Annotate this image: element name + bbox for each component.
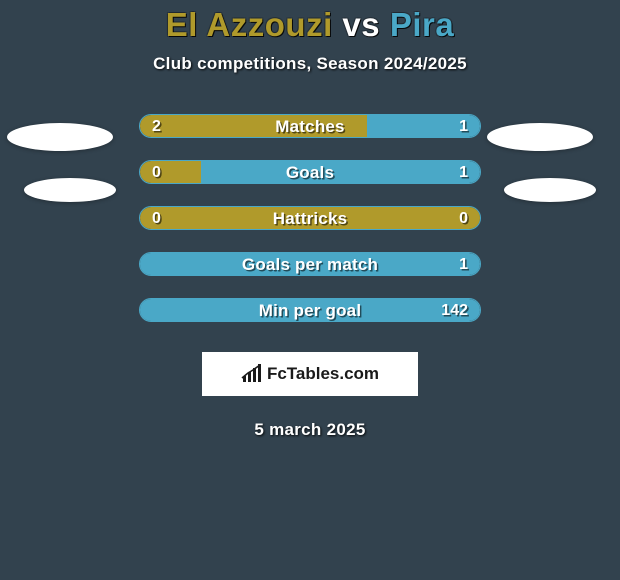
decor-ellipse-right1 (487, 123, 593, 151)
stat-right-value: 1 (459, 161, 468, 183)
brand-text: FcTables.com (267, 364, 379, 384)
stat-left-value: 0 (152, 207, 161, 229)
stat-left-fill (140, 115, 367, 137)
stat-bar-track: Matches21 (139, 114, 481, 138)
stat-right-value: 1 (459, 115, 468, 137)
stat-right-value: 0 (459, 207, 468, 229)
stat-right-fill (140, 253, 480, 275)
stat-right-fill (140, 299, 480, 321)
page-title: El Azzouzi vs Pira (0, 6, 620, 44)
stat-row: Hattricks00 (139, 206, 481, 230)
stat-bar-track: Min per goal142 (139, 298, 481, 322)
comparison-infographic: El Azzouzi vs Pira Club competitions, Se… (0, 0, 620, 580)
date: 5 march 2025 (0, 420, 620, 440)
stat-left-fill (140, 161, 201, 183)
decor-ellipse-left2 (24, 178, 116, 202)
stat-row: Goals per match1 (139, 252, 481, 276)
stat-row: Matches21 (139, 114, 481, 138)
stat-bar-track: Hattricks00 (139, 206, 481, 230)
brand-box[interactable]: FcTables.com (202, 352, 418, 396)
title-player1: El Azzouzi (166, 6, 333, 43)
stat-left-value: 2 (152, 115, 161, 137)
decor-ellipse-left1 (7, 123, 113, 151)
brand-inner: FcTables.com (241, 364, 379, 384)
stat-left-fill (140, 207, 480, 229)
subtitle: Club competitions, Season 2024/2025 (0, 54, 620, 74)
stat-bar-track: Goals01 (139, 160, 481, 184)
stat-right-value: 1 (459, 253, 468, 275)
stat-row: Min per goal142 (139, 298, 481, 322)
stat-right-fill (201, 161, 480, 183)
title-sep: vs (342, 6, 380, 43)
stats-container: Matches21Goals01Hattricks00Goals per mat… (139, 114, 481, 322)
chart-icon (241, 364, 263, 384)
stat-bar-track: Goals per match1 (139, 252, 481, 276)
title-player2: Pira (390, 6, 454, 43)
stat-row: Goals01 (139, 160, 481, 184)
stat-left-value: 0 (152, 161, 161, 183)
decor-ellipse-right2 (504, 178, 596, 202)
stat-right-value: 142 (441, 299, 468, 321)
